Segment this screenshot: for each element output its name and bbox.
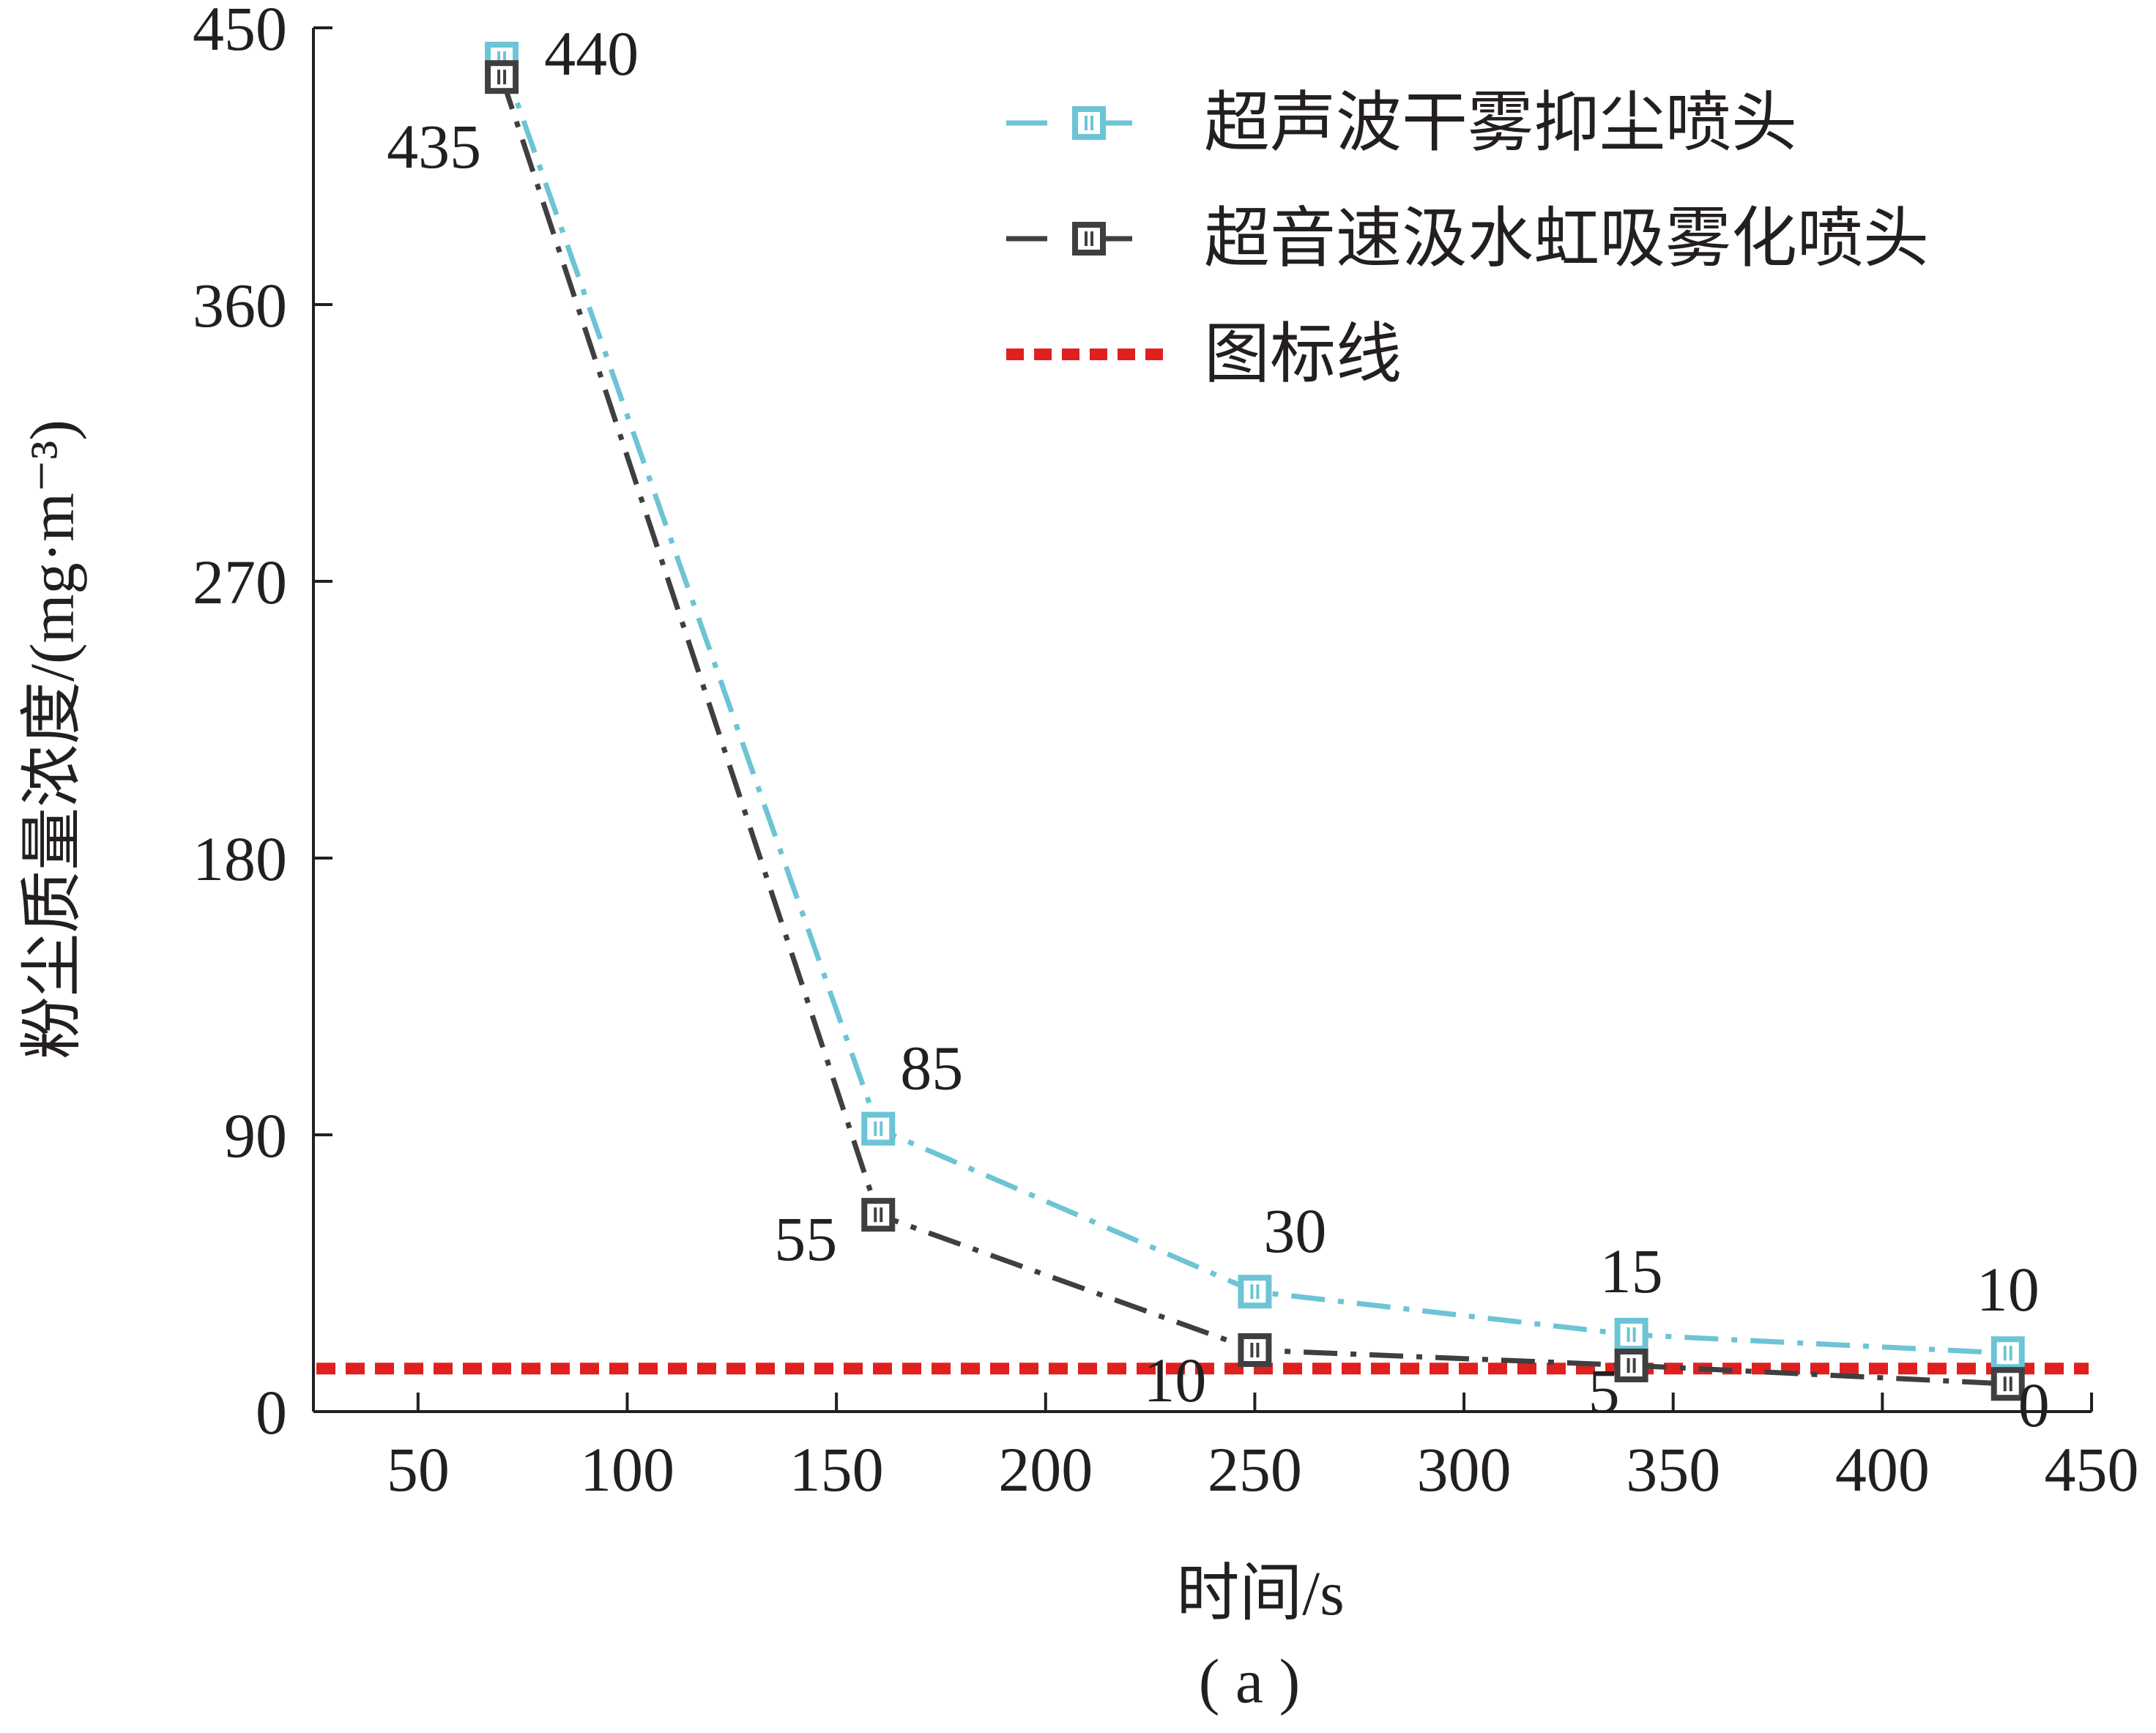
x-tick-label: 450 <box>2045 1434 2139 1505</box>
y-tick-label: 270 <box>193 547 287 617</box>
data-labels-group: 440 85 30 15 10 435 55 10 5 0 <box>387 18 2050 1440</box>
x-tick-label: 150 <box>789 1434 884 1505</box>
data-label: 30 <box>1263 1196 1326 1266</box>
data-label: 435 <box>387 111 481 182</box>
series-1-marker <box>1990 1336 2025 1371</box>
chart-caption: ( a ) <box>1199 1646 1300 1716</box>
legend-marker-2 <box>1072 222 1106 256</box>
x-axis-title: 时间/s <box>1176 1558 1344 1628</box>
data-label: 15 <box>1600 1236 1663 1306</box>
data-label: 0 <box>2018 1370 2050 1440</box>
y-axis-title: 粉尘质量浓度/(mg·m⁻³) <box>17 420 87 1059</box>
series-2-marker <box>485 60 519 94</box>
data-label: 440 <box>544 18 639 89</box>
y-tick-label: 360 <box>193 270 287 340</box>
data-label: 10 <box>1977 1254 2040 1324</box>
series-2-marker <box>1238 1333 1272 1367</box>
y-tick-label: 450 <box>193 0 287 64</box>
data-label: 55 <box>774 1204 837 1274</box>
data-label: 10 <box>1143 1345 1206 1415</box>
series-2-marker <box>1614 1349 1648 1382</box>
x-tick-label: 400 <box>1835 1434 1930 1505</box>
x-tick-label: 100 <box>580 1434 674 1505</box>
y-tick-label: 180 <box>193 824 287 894</box>
legend-label-reference: 图标线 <box>1204 318 1402 391</box>
data-label: 5 <box>1588 1356 1620 1426</box>
x-tick-label: 350 <box>1626 1434 1720 1505</box>
x-axis-ticks: 50 100 150 200 250 300 350 400 450 <box>387 1393 2139 1505</box>
legend-label-1: 超声波干雾抑尘喷头 <box>1204 87 1797 160</box>
x-tick-label: 200 <box>998 1434 1093 1505</box>
legend-label-2: 超音速汲水虹吸雾化喷头 <box>1204 203 1929 275</box>
x-tick-label: 50 <box>387 1434 450 1505</box>
series-1-marker <box>1238 1275 1272 1309</box>
series-1-marker <box>1614 1318 1648 1352</box>
axes <box>312 28 2092 1413</box>
data-label: 85 <box>900 1033 963 1103</box>
y-tick-label: 0 <box>256 1377 287 1447</box>
x-tick-label: 250 <box>1208 1434 1302 1505</box>
series-2-marker <box>1990 1367 2025 1401</box>
series-1-marker <box>861 1111 896 1146</box>
series-2-marker <box>861 1198 896 1232</box>
series-group <box>485 42 2025 1401</box>
y-axis-ticks: 0 90 180 270 360 450 <box>193 0 332 1447</box>
y-tick-label: 90 <box>224 1100 287 1171</box>
x-tick-label: 300 <box>1417 1434 1512 1505</box>
legend-marker-1 <box>1072 106 1106 140</box>
